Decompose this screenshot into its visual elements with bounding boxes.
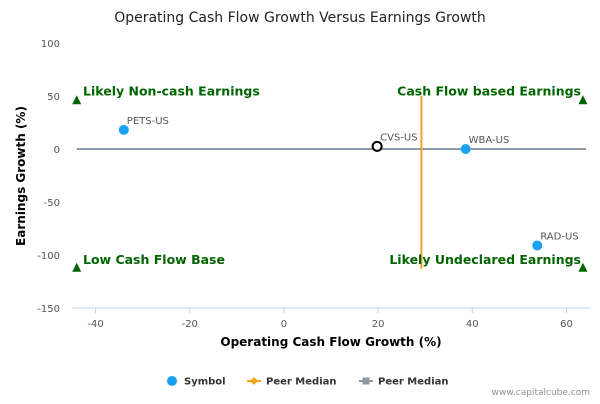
- credits-text[interactable]: www.capitalcube.com: [492, 388, 590, 398]
- data-point: [532, 240, 543, 251]
- quadrant-marker-bottom-right-triangle: [578, 262, 588, 272]
- data-point: [460, 144, 471, 154]
- data-point: [118, 124, 129, 135]
- legend-item[interactable]: Peer Median: [247, 377, 337, 388]
- x-tick-label: 60: [560, 319, 573, 330]
- x-tick-label: -40: [87, 319, 103, 330]
- quadrant-label-bottom-left: Low Cash Flow Base: [83, 252, 225, 267]
- quadrant-label-top-right: Cash Flow based Earnings: [397, 84, 581, 99]
- data-point-label: CVS-US: [380, 132, 417, 143]
- quadrant-label-bottom-right: Likely Undeclared Earnings: [389, 252, 581, 267]
- legend-symbol-diamond: [250, 377, 258, 385]
- y-tick-label: 100: [41, 39, 60, 50]
- x-tick-label: 0: [281, 319, 287, 330]
- y-tick-label: -150: [37, 304, 60, 315]
- plot-area: -40 -20 0 20 40 60 100 50 0 -50 -100 -150 Likely Non…: [37, 39, 590, 330]
- legend-symbol-square: [362, 377, 370, 385]
- legend-item[interactable]: Peer Median: [359, 377, 449, 388]
- y-tick-label: 0: [54, 145, 60, 156]
- quadrant-marker-top-right-triangle: [578, 95, 588, 105]
- legend-symbol-circle: [167, 376, 177, 386]
- y-tick-label: 50: [47, 92, 60, 103]
- x-tick-label: 20: [372, 319, 385, 330]
- quadrant-marker-top-left-triangle: [72, 95, 82, 105]
- quadrant-label-top-left: Likely Non-cash Earnings: [83, 84, 260, 99]
- x-axis-title: Operating Cash Flow Growth (%): [220, 335, 441, 349]
- y-tick-label: -50: [44, 198, 60, 209]
- x-tick-label: -20: [182, 319, 198, 330]
- x-tick-label: 40: [466, 319, 479, 330]
- quadrant-marker-bottom-left-triangle: [72, 262, 82, 272]
- data-point-label: RAD-US: [540, 231, 578, 242]
- data-point-label: WBA-US: [469, 135, 510, 146]
- chart-title: Operating Cash Flow Growth Versus Earnin…: [114, 10, 486, 26]
- legend-label: Symbol: [184, 377, 226, 388]
- legend-label: Peer Median: [378, 377, 449, 388]
- data-point-label: PETS-US: [127, 116, 169, 127]
- data-point: [371, 140, 383, 152]
- y-tick-label: -100: [37, 251, 60, 262]
- y-axis-title: Earnings Growth (%): [14, 106, 28, 246]
- legend-label: Peer Median: [266, 377, 337, 388]
- legend-item[interactable]: Symbol: [167, 376, 226, 388]
- legend: Symbol Peer Median Peer Median: [167, 376, 449, 388]
